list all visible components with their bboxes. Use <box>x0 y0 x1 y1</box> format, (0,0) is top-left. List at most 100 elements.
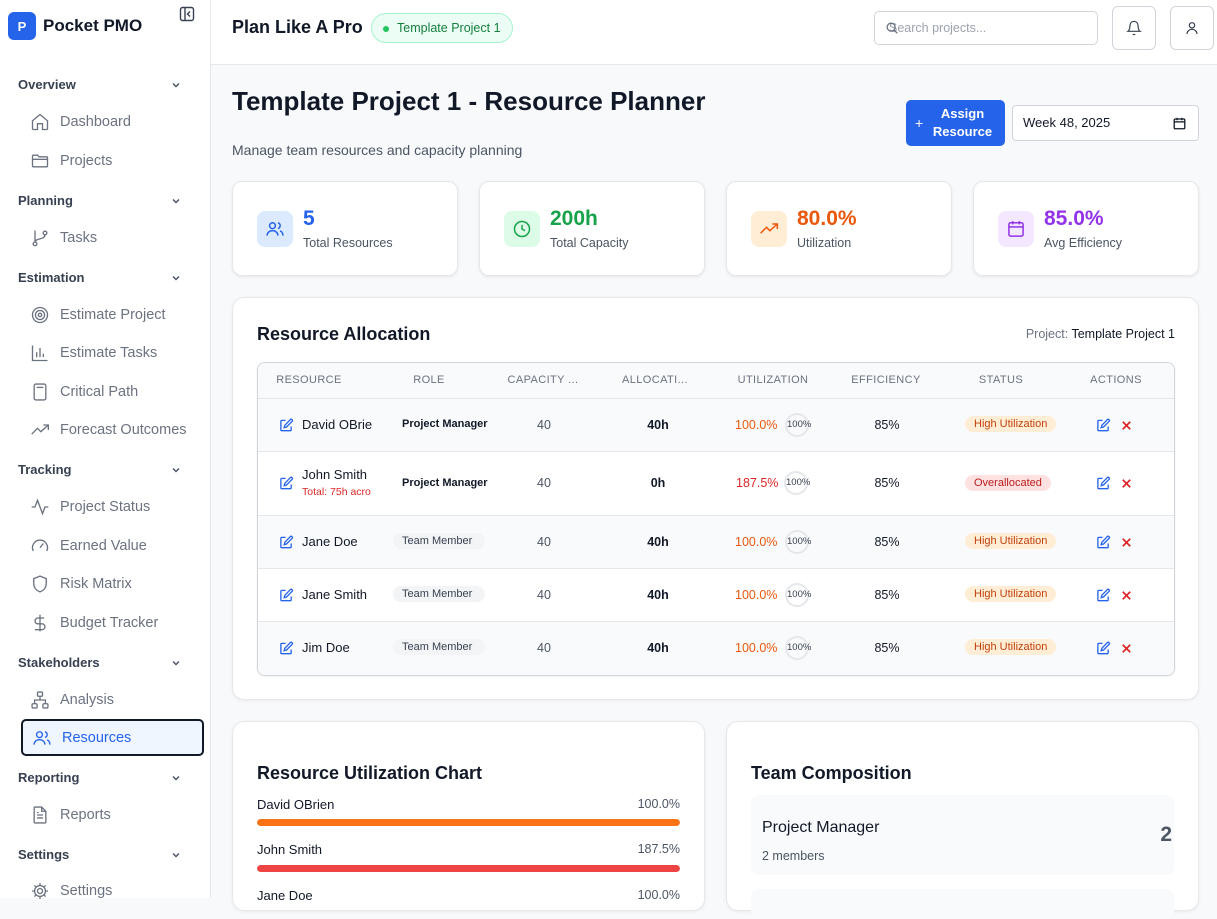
dollar-icon <box>34 614 46 632</box>
delete-icon[interactable] <box>1119 476 1134 491</box>
search-input[interactable]: Search projects... <box>874 11 1098 45</box>
edit-icon[interactable] <box>279 588 294 603</box>
shield-icon <box>33 575 47 593</box>
sidebar-item-label: Critical Path <box>60 384 139 400</box>
column-header[interactable]: CAPACITY ... <box>507 374 579 386</box>
edit-icon[interactable] <box>1096 641 1111 656</box>
calendar-icon[interactable] <box>1173 117 1186 130</box>
sidebar-item-forecast-outcomes[interactable]: Forecast Outcomes <box>30 420 187 440</box>
column-header[interactable]: EFFICIENCY <box>851 374 921 386</box>
nav-section-settings[interactable]: Settings <box>18 847 182 862</box>
column-header[interactable]: ROLE <box>413 374 445 386</box>
top-bar: Plan Like A Pro Template Project 1 Searc… <box>211 0 1217 65</box>
week-picker[interactable]: Week 48, 2025 <box>1012 105 1199 141</box>
sidebar-item-label: Resources <box>62 729 132 746</box>
sidebar-item-estimate-tasks[interactable]: Estimate Tasks <box>30 343 157 363</box>
edit-icon[interactable] <box>1096 535 1111 550</box>
delete-icon[interactable] <box>1119 588 1134 603</box>
column-header[interactable]: RESOURCE <box>276 374 342 386</box>
trending-up-icon <box>760 223 779 234</box>
sidebar-item-risk-matrix[interactable]: Risk Matrix <box>30 574 132 594</box>
edit-icon[interactable] <box>1096 418 1111 433</box>
edit-icon[interactable] <box>279 476 294 491</box>
section-label: Settings <box>18 847 70 862</box>
utilization-ring: 100% <box>785 636 811 660</box>
delete-icon[interactable] <box>1119 535 1134 550</box>
nav-section-reporting[interactable]: Reporting <box>18 770 182 785</box>
trending-up-icon <box>31 424 49 435</box>
nav-section-stakeholders[interactable]: Stakeholders <box>18 655 182 670</box>
utilization-ring: 100% <box>785 413 811 437</box>
sidebar-item-settings[interactable]: Settings <box>30 881 112 901</box>
resource-name: Jane Doe <box>302 534 358 549</box>
utilization-value: 100.0% <box>735 418 778 432</box>
team-group <box>751 889 1174 919</box>
sidebar-item-tasks[interactable]: Tasks <box>30 228 97 248</box>
plus-icon: + <box>915 115 924 131</box>
nav-section-tracking[interactable]: Tracking <box>18 462 182 477</box>
edit-icon[interactable] <box>279 535 294 550</box>
status-badge: Overallocated <box>965 475 1051 491</box>
home-icon <box>31 113 49 131</box>
resource-name: Jim Doe <box>302 640 350 655</box>
table-row: Jane Doe Team Member 40 40h 100.0% 100% … <box>258 516 1174 569</box>
bar-fill <box>257 819 680 826</box>
sidebar-item-label: Risk Matrix <box>60 576 132 592</box>
notifications-button[interactable] <box>1112 6 1156 50</box>
delete-icon[interactable] <box>1119 418 1134 433</box>
edit-icon[interactable] <box>279 418 294 433</box>
stat-card-total-resources: 5 Total Resources <box>232 181 458 276</box>
assign-resource-label: Assign Resource <box>932 106 993 139</box>
app-logo[interactable]: P Pocket PMO <box>8 12 142 40</box>
edit-icon[interactable] <box>279 641 294 656</box>
stat-value: 85.0% <box>1044 207 1104 230</box>
sidebar-collapse-icon[interactable] <box>179 6 195 22</box>
section-label: Tracking <box>18 462 72 477</box>
gauge-icon <box>31 539 49 552</box>
folder-icon <box>31 154 49 168</box>
page-subtitle: Manage team resources and capacity plann… <box>232 142 523 158</box>
column-header[interactable]: STATUS <box>978 374 1024 386</box>
assign-resource-button[interactable]: + Assign Resource <box>906 100 1005 146</box>
resource-role: Team Member <box>393 639 485 655</box>
resource-name: John Smith <box>302 467 368 482</box>
edit-icon[interactable] <box>1096 476 1111 491</box>
chevron-down-icon <box>172 275 180 281</box>
sidebar-item-critical-path[interactable]: Critical Path <box>30 382 138 402</box>
nav-section-estimation[interactable]: Estimation <box>18 270 182 285</box>
chevron-down-icon <box>172 660 180 666</box>
project-badge[interactable]: Template Project 1 <box>371 13 513 43</box>
nav-section-planning[interactable]: Planning <box>18 193 182 208</box>
utilization-ring: 100% <box>785 530 811 554</box>
utilization-ring: 100% <box>784 471 810 495</box>
column-header[interactable]: ACTIONS <box>1090 374 1142 386</box>
sidebar-item-reports[interactable]: Reports <box>30 805 111 825</box>
status-badge: High Utilization <box>965 533 1057 549</box>
column-header[interactable]: ALLOCATI... <box>622 374 688 386</box>
bar-track <box>257 865 680 872</box>
sidebar-item-earned-value[interactable]: Earned Value <box>30 536 147 556</box>
bar-label: Jane Doe <box>257 888 313 903</box>
sidebar-item-analysis[interactable]: Analysis <box>30 690 114 710</box>
calculator-icon <box>33 383 47 401</box>
nav-section-overview[interactable]: Overview <box>18 77 182 92</box>
user-menu-button[interactable] <box>1170 6 1214 50</box>
sidebar-item-dashboard[interactable]: Dashboard <box>30 112 131 132</box>
sidebar-item-label: Estimate Tasks <box>60 345 158 361</box>
sidebar-item-project-status[interactable]: Project Status <box>30 497 150 517</box>
section-title: Resource Allocation <box>257 324 431 344</box>
sidebar-item-resources[interactable]: Resources <box>21 719 204 756</box>
project-name: Template Project 1 <box>1071 327 1175 341</box>
sidebar-item-projects[interactable]: Projects <box>30 151 112 171</box>
edit-icon[interactable] <box>1096 588 1111 603</box>
capacity-value: 40 <box>537 476 551 490</box>
allocated-value: 40h <box>647 641 669 655</box>
bar-fill <box>257 865 680 872</box>
allocated-value: 0h <box>650 476 666 490</box>
chevron-down-icon <box>172 852 180 858</box>
project-label: Project: <box>1025 327 1069 341</box>
delete-icon[interactable] <box>1119 641 1134 656</box>
sidebar-item-estimate-project[interactable]: Estimate Project <box>30 305 166 325</box>
column-header[interactable]: UTILIZATION <box>737 374 809 386</box>
sidebar-item-budget-tracker[interactable]: Budget Tracker <box>30 613 158 633</box>
